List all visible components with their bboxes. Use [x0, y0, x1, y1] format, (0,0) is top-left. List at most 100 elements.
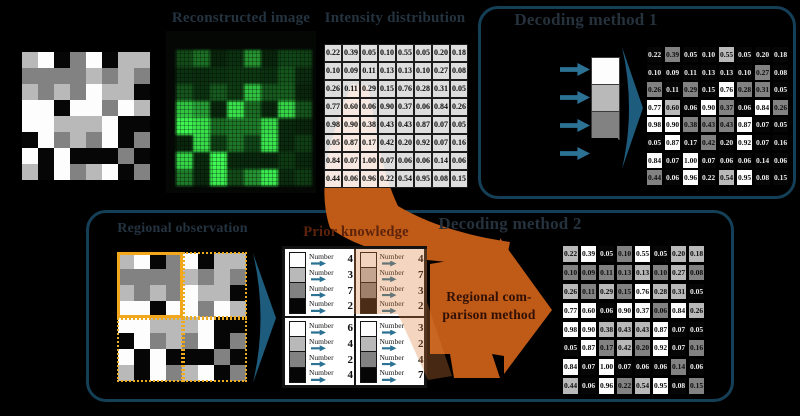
quadrant-border-bottom-right [183, 318, 247, 382]
decoding-method-2-title: Decoding method 2 [438, 214, 582, 233]
gray-level-square [359, 366, 377, 383]
speckle-cell [176, 118, 193, 135]
grid-cell [150, 317, 166, 333]
number-label: Number [309, 368, 334, 378]
value-cell: 0.84 [647, 152, 662, 168]
number-label: Number [379, 368, 405, 378]
grid-cell [198, 365, 214, 381]
value-cell: 0.07 [581, 359, 596, 375]
value-cell: 0.26 [773, 99, 788, 115]
value-cell: 0.05 [450, 80, 468, 98]
arrow-right-icon [381, 276, 397, 283]
grid-cell [22, 100, 38, 116]
grid-cell [166, 269, 182, 285]
value-cell: 0.29 [599, 283, 614, 300]
value-cell: 0.98 [324, 116, 342, 134]
value-cell: 0.90 [701, 99, 716, 115]
number-label: Number [379, 283, 405, 293]
grid-cell [54, 132, 70, 148]
regional-observation-image [118, 253, 246, 381]
gray-level-bar [359, 252, 377, 314]
value-cell: 0.27 [755, 64, 770, 80]
value-cell: 0.15 [701, 82, 716, 98]
value-cell: 0.95 [414, 170, 432, 188]
value-cell: 0.08 [671, 378, 686, 394]
value-cell: 0.08 [755, 170, 770, 186]
value-cell: 0.37 [719, 99, 734, 115]
decoding-method-1-title: Decoding method 1 [514, 10, 658, 29]
value-cell: 0.20 [635, 340, 650, 356]
grid-cell [182, 365, 198, 381]
value-cell: 0.07 [671, 321, 686, 338]
grid-cell [182, 253, 198, 269]
value-cell: 0.05 [689, 321, 704, 338]
grid-cell [230, 253, 246, 269]
value-cell: 0.28 [414, 80, 432, 98]
value-cell: 0.54 [396, 170, 414, 188]
value-cell: 0.26 [563, 283, 578, 300]
grid-cell [166, 301, 182, 317]
grid-cell [118, 100, 134, 116]
speckle-cell [295, 135, 312, 152]
value-cell: 0.84 [755, 99, 770, 115]
value-cell: 0.31 [671, 283, 686, 300]
count-value: 4 [418, 253, 424, 265]
value-cell: 0.05 [599, 246, 614, 262]
count-row: Number 2 [309, 299, 353, 315]
value-cell: 0.84 [563, 359, 578, 375]
value-cell: 0.39 [581, 246, 596, 262]
value-cell: 0.38 [360, 116, 378, 134]
value-cell: 0.15 [773, 170, 788, 186]
grid-cell [38, 132, 54, 148]
grid-cell [118, 253, 134, 269]
value-cell: 0.87 [414, 116, 432, 134]
grid-cell [86, 132, 102, 148]
value-cell: 0.90 [378, 98, 396, 116]
count-value: 4 [418, 353, 424, 366]
speckle-cell [210, 152, 227, 169]
value-cell: 0.10 [653, 264, 668, 281]
value-cell: 0.60 [342, 98, 360, 116]
gray-level-square [289, 252, 306, 269]
speckle-cell [278, 67, 295, 84]
value-cell: 0.39 [342, 44, 360, 62]
value-cell: 0.18 [450, 44, 468, 62]
speckle-cell [261, 67, 278, 84]
value-cell: 0.29 [683, 82, 698, 98]
value-cell: 0.06 [599, 302, 614, 319]
value-cell: 0.43 [378, 116, 396, 134]
number-label: Number [309, 352, 334, 362]
value-cell: 0.14 [671, 359, 686, 375]
speckle-cell [244, 152, 261, 169]
count-value: 4 [347, 337, 354, 350]
grid-cell [134, 349, 150, 365]
speckle-cell [295, 118, 312, 135]
count-value: 7 [418, 268, 424, 281]
speckle-cell [295, 152, 312, 169]
grid-cell [134, 269, 150, 285]
value-cell: 0.07 [342, 152, 360, 170]
grid-cell [22, 164, 38, 180]
value-cell: 0.10 [701, 47, 716, 62]
value-cell: 0.06 [653, 302, 668, 319]
grid-cell [118, 84, 134, 100]
value-cell: 0.37 [396, 98, 414, 116]
grid-cell [134, 132, 150, 148]
value-cell: 0.98 [647, 117, 662, 133]
grid-cell [118, 365, 134, 381]
value-cell: 0.44 [647, 170, 662, 186]
value-cell: 0.38 [599, 321, 614, 338]
value-cell: 0.43 [701, 117, 716, 133]
gray-level-bar [289, 321, 306, 383]
value-cell: 0.09 [342, 62, 360, 80]
grid-cell [134, 84, 150, 100]
value-cell: 0.43 [635, 321, 650, 338]
value-cell: 0.20 [432, 44, 450, 62]
grid-cell [198, 349, 214, 365]
grid-cell [102, 164, 118, 180]
speckle-cell [193, 169, 210, 186]
reconstructed-image-label: Reconstructed image [171, 10, 311, 26]
count-row: Number 4 [309, 368, 353, 384]
gray-level-square [359, 267, 377, 284]
grid-cell [54, 116, 70, 132]
